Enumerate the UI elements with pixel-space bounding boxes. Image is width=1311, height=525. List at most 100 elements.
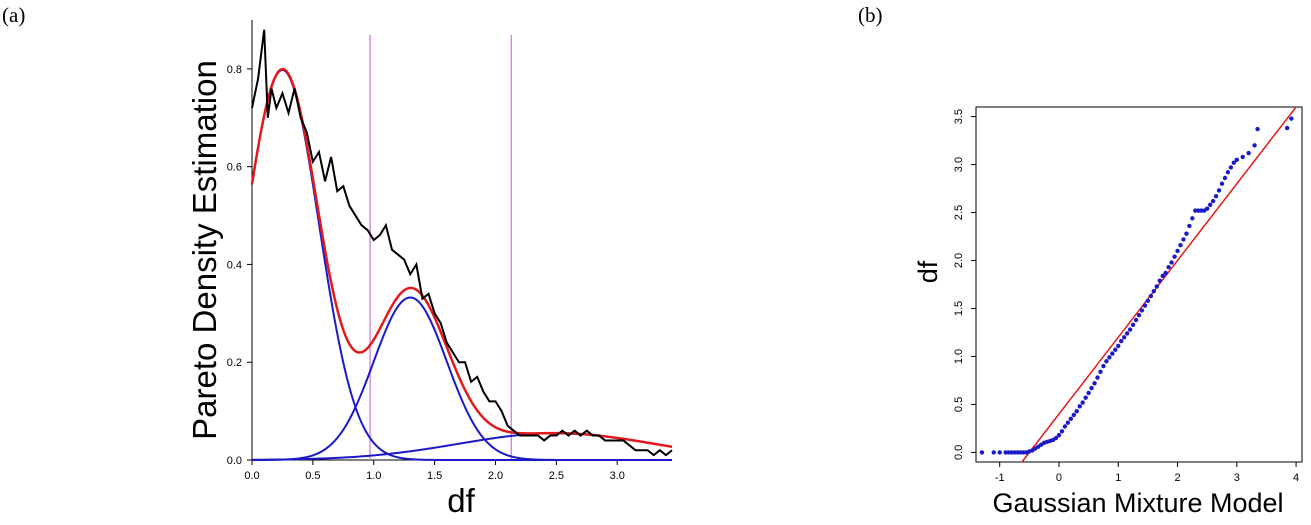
panel-b-x-ticks: -1 0 1 2 3 4	[995, 462, 1299, 484]
panel-a-empirical-curve	[251, 29, 673, 457]
panel-b-point	[1289, 116, 1294, 121]
panel-b-point	[1139, 308, 1145, 313]
panel-a-gaussian-components	[251, 68, 673, 461]
panel-a-y-ticks: 0.0 0.2 0.4 0.6 0.8	[227, 64, 252, 467]
panel-b-point	[979, 450, 985, 455]
panel-b-x-tick-label: 1	[1115, 472, 1121, 484]
panel-b-point	[1225, 170, 1231, 175]
panel-b-x-tick-label: 3	[1234, 472, 1240, 484]
panel-a-y-tick-label: 0.2	[227, 357, 242, 369]
panel-b-y-tick-label: 1.5	[953, 301, 965, 316]
panel-b-y-tick-label: 3.5	[953, 109, 965, 124]
panel-b-point	[1068, 416, 1074, 422]
panel-b-point	[1240, 154, 1245, 160]
panel-b-y-tick-label: 2.0	[953, 253, 965, 268]
panel-b-point	[991, 450, 996, 455]
panel-a-x-tick-label: 0.0	[244, 470, 259, 482]
panel-a-y-tick-label: 0.0	[227, 455, 242, 467]
panel-b-point	[1246, 150, 1251, 156]
panel-b-point	[1089, 385, 1094, 391]
panel-b-point	[1136, 313, 1142, 318]
panel-b-reference-line-segment	[1021, 106, 1297, 463]
panel-b-point	[1092, 381, 1097, 386]
panel-b-point	[1124, 331, 1130, 336]
panel-b-point	[1175, 248, 1180, 254]
panel-a-x-tick-label: 2.5	[549, 470, 564, 482]
panel-b-point	[1107, 355, 1112, 360]
panel-a-y-tick-label: 0.8	[227, 64, 242, 76]
panel-b-point	[1110, 351, 1115, 356]
panel-b-x-tick-label: -1	[995, 472, 1005, 484]
panel-b-point	[1252, 143, 1257, 148]
panel-b-point	[1204, 206, 1210, 211]
panel-b-y-tick-label: 2.5	[953, 205, 965, 220]
panel-b-point	[1059, 429, 1065, 434]
panel-a-empirical-density	[251, 29, 673, 457]
panel-b-point	[997, 450, 1002, 455]
panel-b-point	[1160, 273, 1165, 279]
panel-a-x-tick-label: 2.0	[488, 470, 503, 482]
panel-a-y-tick-label: 0.6	[227, 162, 242, 174]
panel-b-y-tick-label: 1.0	[953, 349, 965, 364]
panel-b-point	[1056, 432, 1062, 438]
panel-b-point	[1080, 400, 1085, 405]
panel-b-x-axis-title: Gaussian Mixture Model	[992, 488, 1283, 518]
panel-b-point	[1187, 223, 1192, 229]
panel-b-point	[1053, 435, 1059, 441]
panel-b-point	[1145, 298, 1151, 304]
panel-b-y-tick-label: 0.0	[953, 445, 965, 460]
panel-b-point	[1074, 408, 1079, 414]
panel-b-point	[1098, 369, 1103, 375]
panel-b-point	[1178, 242, 1183, 248]
panel-b-point	[1163, 270, 1168, 276]
panel-b-point	[1219, 181, 1225, 186]
panel-b-point	[1077, 404, 1082, 409]
panel-b-point	[1116, 343, 1121, 349]
panel-b-point	[1255, 126, 1260, 132]
panel-a-x-tick-label: 1.0	[366, 470, 381, 482]
panel-b-point	[1062, 424, 1068, 429]
panel-a-density-chart: 0.0 0.5 1.0 1.5 2.0 2.5 3.0 0.0 0.2 0.4 0.6 0.8 df…	[186, 20, 673, 519]
panel-b-point	[1234, 157, 1240, 162]
panel-b-x-tick-label: 0	[1056, 472, 1062, 484]
panel-b-label: (b)	[858, 3, 883, 27]
panel-b-point	[1148, 293, 1154, 299]
panel-a-x-tick-label: 3.0	[610, 470, 625, 482]
panel-b-point	[1169, 260, 1174, 265]
panel-a-component-curve	[251, 296, 672, 461]
panel-b-point	[1157, 278, 1162, 283]
panel-b-point	[1213, 194, 1219, 199]
panel-b-point	[1101, 363, 1106, 369]
panel-b-point	[1228, 165, 1234, 170]
panel-a-x-tick-label: 1.5	[427, 470, 442, 482]
panel-b-x-tick-label: 2	[1174, 472, 1180, 484]
panel-b-point	[1222, 175, 1228, 181]
panel-b-qq-plot: -1 0 1 2 3 4 0.0 0.5 1.0 1.5 2.0 2.5 3.0 3.5 Gaussia…	[913, 106, 1303, 518]
panel-a-x-ticks: 0.0 0.5 1.0 1.5 2.0 2.5 3.0	[244, 460, 625, 482]
panel-b-point	[1184, 231, 1189, 236]
panel-b-y-tick-label: 3.0	[953, 157, 965, 172]
panel-b-point	[1154, 284, 1159, 289]
panel-a-mixture-fit	[250, 67, 673, 448]
panel-b-point	[1142, 303, 1148, 308]
panel-b-y-tick-label: 0.5	[953, 397, 965, 412]
panel-b-points	[979, 116, 1294, 455]
panel-b-point	[1216, 188, 1222, 193]
panel-b-y-axis-title: df	[913, 260, 943, 283]
panel-b-point	[1083, 395, 1088, 400]
panel-b-plot-frame	[975, 106, 1303, 463]
panel-b-point	[1190, 216, 1195, 221]
panel-b-point	[1181, 237, 1186, 242]
panel-a-y-tick-label: 0.4	[227, 259, 242, 271]
panel-a-y-axis-title: Pareto Density Estimation	[186, 60, 223, 440]
panel-b-point	[1130, 322, 1136, 327]
panel-b-point	[1133, 317, 1139, 323]
panel-b-point	[1127, 327, 1133, 332]
panel-b-x-tick-label: 4	[1293, 472, 1299, 484]
panel-a-threshold-lines	[369, 35, 513, 460]
panel-b-point	[1207, 202, 1213, 208]
panel-b-point	[1166, 265, 1171, 270]
panel-b-point	[1284, 125, 1290, 131]
panel-b-reference-line	[1021, 106, 1297, 463]
panel-b-point	[1086, 390, 1091, 396]
